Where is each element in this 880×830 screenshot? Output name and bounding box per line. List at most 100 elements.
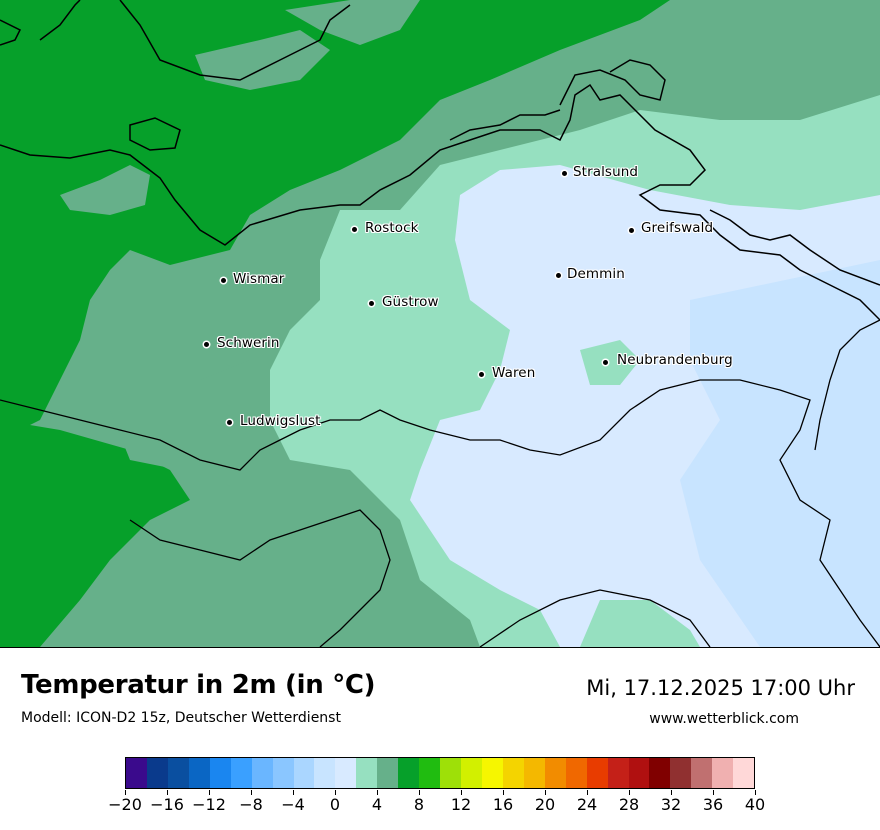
colorbar-swatch bbox=[377, 758, 399, 788]
colorbar-swatch bbox=[146, 758, 168, 788]
temp-field-island-1 bbox=[195, 30, 330, 90]
coastline-darss bbox=[449, 109, 561, 141]
city-label-schwerin: Schwerin bbox=[217, 335, 280, 351]
colorbar-tick-mark bbox=[670, 790, 672, 795]
colorbar-tick-mark bbox=[292, 790, 294, 795]
colorbar-tick-mark bbox=[502, 790, 504, 795]
colorbar-tick-label: −16 bbox=[150, 795, 184, 814]
website-label: www.wetterblick.com bbox=[649, 711, 799, 727]
colorbar-swatch bbox=[251, 758, 273, 788]
colorbar-swatch bbox=[440, 758, 461, 788]
temp-field-patch-neubrandenburg bbox=[580, 340, 640, 385]
city-dot-ludwigslust bbox=[227, 420, 232, 425]
colorbar-swatch bbox=[126, 758, 147, 788]
colorbar-swatch bbox=[712, 758, 734, 788]
city-label-neubrandenburg: Neubrandenburg bbox=[617, 352, 733, 368]
colorbar-tick-label: 8 bbox=[413, 795, 425, 814]
temp-field-2-4-south bbox=[580, 600, 700, 647]
border-poland bbox=[814, 319, 880, 451]
city-dot-stralsund bbox=[562, 171, 567, 176]
city-dot-demmin bbox=[556, 273, 561, 278]
temp-field-minus2-0 bbox=[680, 260, 880, 647]
colorbar-swatch bbox=[481, 758, 503, 788]
colorbar-tick-label: 40 bbox=[744, 795, 766, 814]
colorbar-swatch bbox=[188, 758, 210, 788]
model-subtitle: Modell: ICON-D2 15z, Deutscher Wetterdie… bbox=[21, 710, 341, 726]
map-area: Stralsund Rostock Greifswald Demmin Wism… bbox=[0, 0, 880, 648]
colorbar-tick-label: 4 bbox=[371, 795, 383, 814]
coastline bbox=[0, 83, 880, 321]
temperature-map bbox=[0, 0, 880, 647]
colorbar-tick-label: 0 bbox=[329, 795, 341, 814]
colorbar-swatch bbox=[335, 758, 357, 788]
colorbar-swatch bbox=[314, 758, 336, 788]
temp-field-island-2 bbox=[285, 0, 420, 45]
colorbar-swatch bbox=[167, 758, 189, 788]
colorbar-tick-label: −8 bbox=[239, 795, 263, 814]
colorbar-swatch bbox=[649, 758, 671, 788]
colorbar-swatch bbox=[565, 758, 587, 788]
coastline-fehmarn bbox=[0, 19, 22, 46]
colorbar-tick-label: 28 bbox=[618, 795, 640, 814]
city-dot-neubrandenburg bbox=[603, 360, 608, 365]
colorbar-tick-mark bbox=[754, 790, 756, 795]
colorbar-tick-label: 20 bbox=[534, 795, 556, 814]
city-label-rostock: Rostock bbox=[365, 220, 419, 236]
colorbar-tick-mark bbox=[166, 790, 168, 795]
colorbar-tick-label: 24 bbox=[576, 795, 598, 814]
colorbar-swatch bbox=[356, 758, 378, 788]
colorbar-swatch bbox=[230, 758, 252, 788]
colorbar-tick-mark bbox=[250, 790, 252, 795]
coastline-poel bbox=[129, 117, 181, 151]
colorbar-swatch bbox=[586, 758, 608, 788]
colorbar-tick-mark bbox=[418, 790, 420, 795]
city-dot-wismar bbox=[221, 278, 226, 283]
state-border-south bbox=[0, 379, 880, 647]
temp-field-6-8-southwest bbox=[0, 420, 190, 647]
colorbar-tick-mark bbox=[628, 790, 630, 795]
coastline-lolland bbox=[39, 0, 81, 41]
colorbar-tick-mark bbox=[334, 790, 336, 795]
colorbar-swatch bbox=[628, 758, 650, 788]
colorbar-swatch bbox=[691, 758, 713, 788]
colorbar-tick-label: 16 bbox=[492, 795, 514, 814]
colorbar-tick-mark bbox=[712, 790, 714, 795]
temp-field-patch-ludwigslust bbox=[110, 390, 210, 470]
colorbar-swatch bbox=[398, 758, 420, 788]
state-border-brandenburg bbox=[479, 589, 711, 647]
coastline-falster bbox=[119, 0, 351, 81]
colorbar-swatch bbox=[523, 758, 545, 788]
city-label-greifswald: Greifswald bbox=[641, 220, 714, 236]
city-label-guestrow: Güstrow bbox=[382, 294, 439, 310]
colorbar-tick-mark bbox=[376, 790, 378, 795]
colorbar-tick-label: 32 bbox=[660, 795, 682, 814]
state-border-southwest bbox=[129, 509, 391, 647]
temp-field-patch-schwerin bbox=[160, 290, 250, 380]
colorbar-swatch bbox=[461, 758, 482, 788]
city-label-wismar: Wismar bbox=[233, 271, 285, 287]
colorbar-swatch bbox=[293, 758, 315, 788]
colorbar-tick-mark bbox=[544, 790, 546, 795]
coastline-ruegen bbox=[559, 59, 666, 106]
colorbar-swatch bbox=[272, 758, 294, 788]
page-title: Temperatur in 2m (in °C) bbox=[21, 670, 376, 700]
city-label-demmin: Demmin bbox=[567, 266, 625, 282]
temp-field-6-8-north bbox=[0, 0, 670, 440]
colorbar-ticks: −20 −16 −12 −8 −4 0 4 8 12 16 20 24 28 32 36 40 bbox=[0, 790, 880, 820]
colorbar-swatch bbox=[733, 758, 755, 788]
colorbar-tick-label: 12 bbox=[450, 795, 472, 814]
city-label-waren: Waren bbox=[492, 365, 536, 381]
colorbar-tick-mark bbox=[208, 790, 210, 795]
colorbar-tick-mark bbox=[586, 790, 588, 795]
colorbar-swatch bbox=[670, 758, 692, 788]
colorbar-tick-mark bbox=[460, 790, 462, 795]
colorbar-swatch bbox=[209, 758, 231, 788]
colorbar-swatch bbox=[544, 758, 566, 788]
colorbar-tick-label: 36 bbox=[702, 795, 724, 814]
city-dot-guestrow bbox=[369, 301, 374, 306]
colorbar-swatch bbox=[607, 758, 629, 788]
city-label-ludwigslust: Ludwigslust bbox=[240, 413, 321, 429]
colorbar-swatch bbox=[419, 758, 441, 788]
colorbar-tick-label: −4 bbox=[281, 795, 305, 814]
city-dot-schwerin bbox=[204, 342, 209, 347]
